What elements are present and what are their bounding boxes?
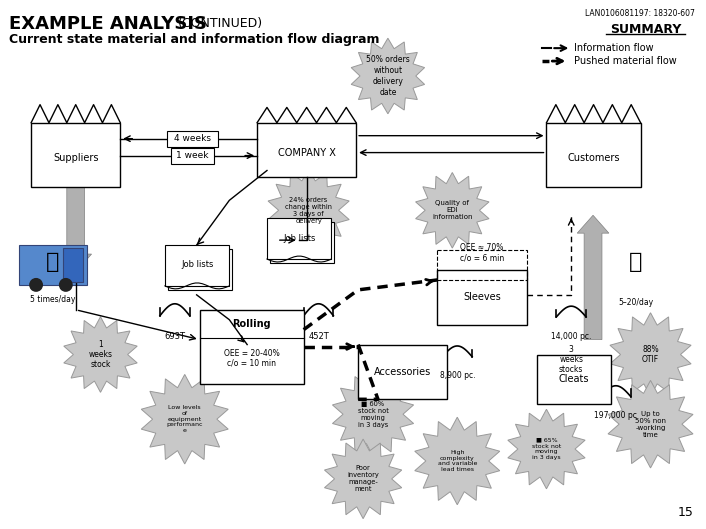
Polygon shape bbox=[325, 439, 402, 518]
Polygon shape bbox=[64, 317, 137, 393]
Text: 5 times/day: 5 times/day bbox=[30, 295, 76, 304]
Text: Poor
inventory
manage-
ment: Poor inventory manage- ment bbox=[347, 466, 379, 492]
Text: 88%
OTIF: 88% OTIF bbox=[642, 345, 659, 364]
Text: Cleats: Cleats bbox=[558, 375, 589, 385]
Text: 8,900 pc.: 8,900 pc. bbox=[440, 371, 475, 380]
Text: Job lists: Job lists bbox=[181, 260, 213, 269]
Bar bbox=[257, 123, 357, 177]
FancyArrow shape bbox=[578, 215, 609, 340]
Text: Pushed material flow: Pushed material flow bbox=[574, 56, 677, 66]
Text: Job lists: Job lists bbox=[283, 234, 316, 243]
Text: ■ 60%
stock not
moving
in 3 days: ■ 60% stock not moving in 3 days bbox=[358, 400, 388, 428]
Circle shape bbox=[29, 278, 43, 292]
Text: 24% orders
change within
3 days of
delivery: 24% orders change within 3 days of deliv… bbox=[285, 197, 332, 224]
Text: 452T: 452T bbox=[308, 332, 329, 341]
Bar bbox=[267, 218, 331, 259]
Text: ■ 65%
stock not
moving
in 3 days: ■ 65% stock not moving in 3 days bbox=[532, 438, 561, 460]
Polygon shape bbox=[268, 169, 349, 252]
Text: Low levels
of
equipment
performanc
e: Low levels of equipment performanc e bbox=[167, 405, 203, 433]
Text: EXAMPLE ANALYSIS: EXAMPLE ANALYSIS bbox=[9, 15, 208, 33]
Text: 693T: 693T bbox=[164, 332, 185, 341]
Polygon shape bbox=[333, 372, 414, 456]
Bar bbox=[200, 310, 304, 385]
Bar bbox=[270, 222, 335, 263]
Bar bbox=[358, 344, 448, 399]
Text: Sleeves: Sleeves bbox=[463, 293, 501, 303]
Text: (CONTINUED): (CONTINUED) bbox=[178, 17, 263, 30]
Text: Information flow: Information flow bbox=[574, 43, 654, 53]
Text: Up to
50% non
-working
time: Up to 50% non -working time bbox=[635, 411, 666, 437]
Text: Suppliers: Suppliers bbox=[53, 153, 98, 163]
Text: Rolling: Rolling bbox=[232, 319, 271, 329]
Text: 🚚: 🚚 bbox=[629, 252, 642, 272]
Text: 15: 15 bbox=[677, 506, 693, 518]
Text: OEE = 20-40%
c/o = 10 min: OEE = 20-40% c/o = 10 min bbox=[224, 349, 280, 368]
Polygon shape bbox=[416, 172, 489, 248]
Bar bbox=[167, 131, 218, 147]
Bar bbox=[438, 270, 527, 325]
Text: OEE ≈ 70%
c/o = 6 min: OEE ≈ 70% c/o = 6 min bbox=[460, 243, 504, 262]
Text: 50% orders
without
delivery
date: 50% orders without delivery date bbox=[366, 55, 409, 97]
Text: 197,000 pc: 197,000 pc bbox=[594, 411, 638, 420]
Text: COMPANY X: COMPANY X bbox=[277, 148, 335, 158]
Polygon shape bbox=[141, 375, 228, 464]
Bar bbox=[168, 249, 232, 290]
Circle shape bbox=[59, 278, 73, 292]
Text: High
complexity
and variable
lead times: High complexity and variable lead times bbox=[438, 450, 477, 472]
Text: Quality of
EDI
information: Quality of EDI information bbox=[432, 200, 472, 220]
Polygon shape bbox=[508, 409, 585, 489]
Text: 14,000 pc.: 14,000 pc. bbox=[551, 332, 592, 341]
Text: 🚚: 🚚 bbox=[46, 252, 59, 272]
Text: 4 weeks: 4 weeks bbox=[174, 134, 211, 143]
Bar bbox=[19, 245, 87, 285]
Text: 3
weeks
stocks: 3 weeks stocks bbox=[559, 344, 583, 375]
Polygon shape bbox=[351, 38, 424, 114]
Bar bbox=[546, 123, 640, 187]
Text: Current state material and information flow diagram: Current state material and information f… bbox=[9, 33, 380, 46]
Polygon shape bbox=[608, 380, 693, 468]
Bar bbox=[438, 250, 527, 280]
Text: 1 week: 1 week bbox=[176, 151, 209, 160]
Text: SUMMARY: SUMMARY bbox=[610, 23, 681, 37]
Polygon shape bbox=[610, 313, 691, 396]
FancyArrow shape bbox=[60, 187, 92, 272]
Text: 1
weeks
stock: 1 weeks stock bbox=[88, 340, 112, 369]
Text: 5–20/day: 5–20/day bbox=[618, 298, 653, 307]
Bar bbox=[63, 248, 83, 282]
Bar bbox=[31, 123, 120, 187]
Text: Accessories: Accessories bbox=[374, 367, 431, 377]
Text: Customers: Customers bbox=[568, 153, 620, 163]
Bar bbox=[165, 245, 229, 286]
Bar bbox=[171, 148, 215, 163]
Polygon shape bbox=[414, 417, 500, 505]
Bar bbox=[537, 354, 611, 404]
Text: LAN0106081197: 18320-607: LAN0106081197: 18320-607 bbox=[585, 10, 695, 19]
